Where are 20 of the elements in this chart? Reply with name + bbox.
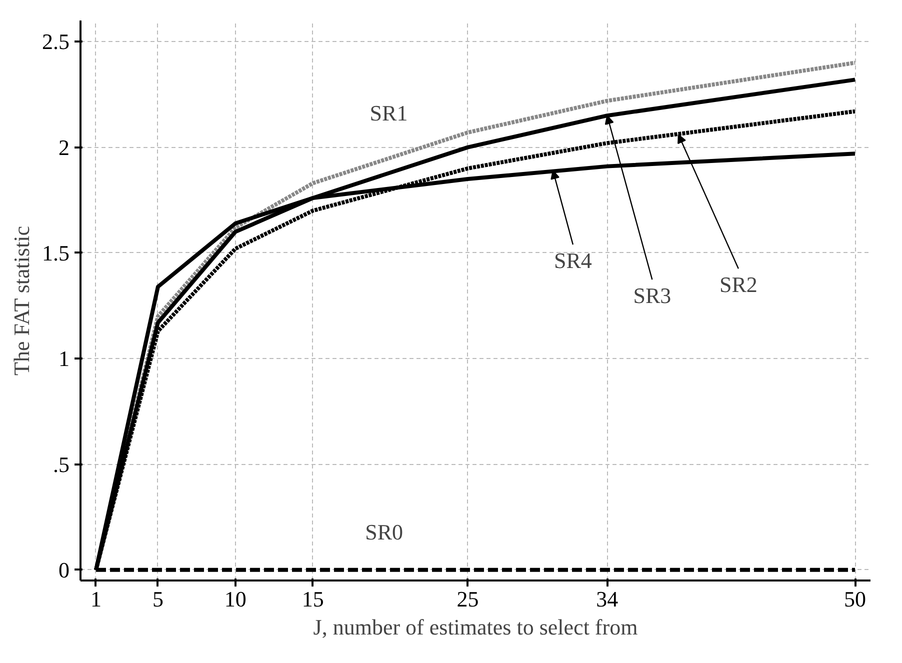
y-axis-title: The FAT statistic (9, 226, 34, 376)
y-tick-label: .5 (53, 452, 70, 477)
x-tick-label: 34 (596, 586, 618, 612)
x-tick-label: 25 (456, 586, 479, 612)
x-tick-label: 10 (224, 586, 246, 612)
y-tick-label: 1 (58, 346, 70, 372)
x-tick-label: 5 (152, 586, 164, 612)
x-axis-title: J, number of estimates to select from (313, 614, 638, 640)
x-tick-label: 50 (844, 586, 866, 612)
y-tick-label: 2 (58, 134, 70, 160)
annotation: SR4 (554, 248, 592, 274)
annotation: SR0 (365, 519, 404, 544)
y-tick-label: 2.5 (42, 29, 70, 54)
annotation: SR2 (719, 272, 758, 298)
x-tick-label: 1 (90, 586, 102, 612)
annotation: SR3 (633, 283, 672, 308)
y-tick-label: 0 (58, 557, 70, 582)
x-tick-label: 15 (302, 586, 324, 612)
y-tick-label: 1.5 (42, 240, 70, 266)
annotation: SR1 (370, 100, 408, 126)
